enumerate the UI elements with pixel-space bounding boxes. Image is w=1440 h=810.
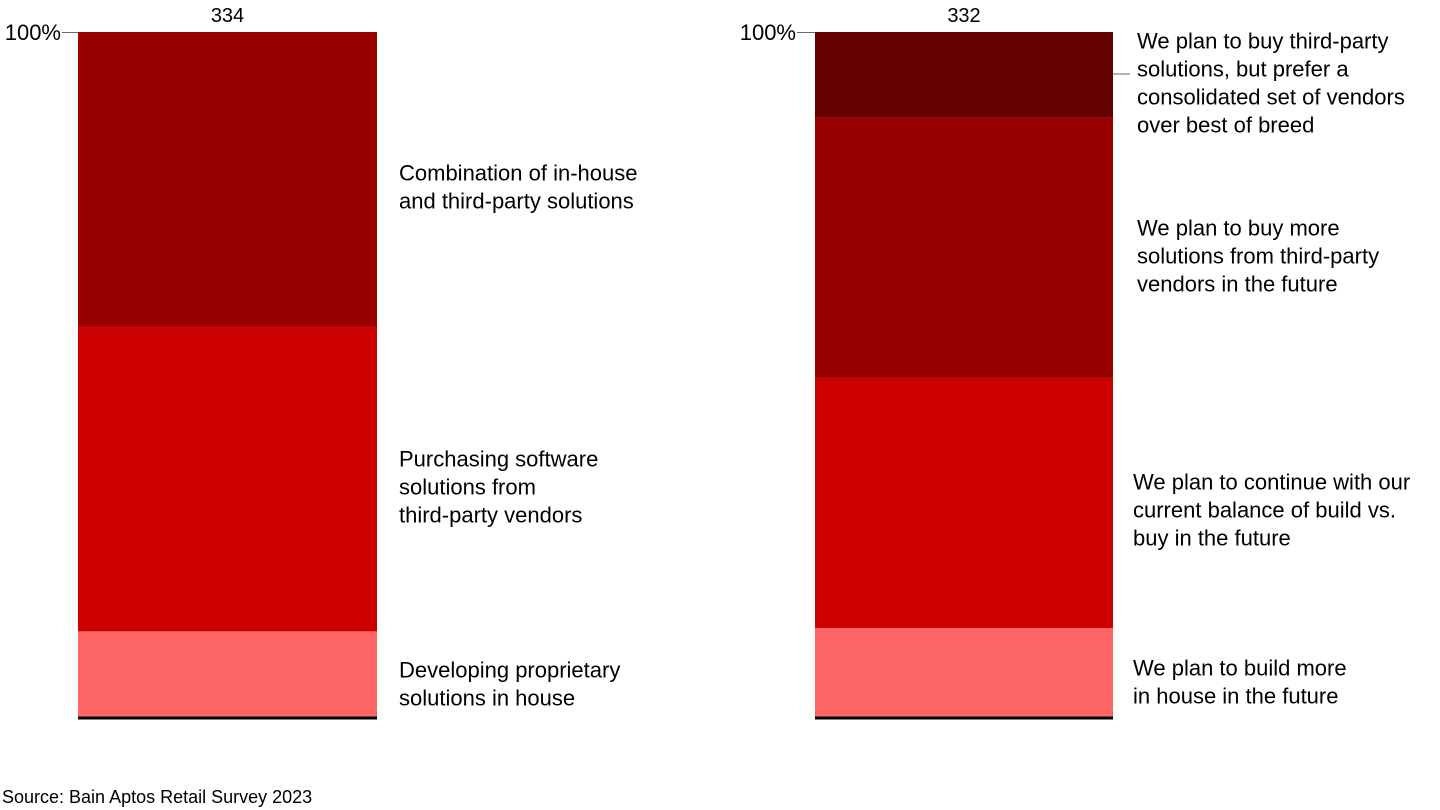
segment-label-line: We plan to buy more xyxy=(1137,216,1340,241)
segment-label-line: third-party vendors xyxy=(399,503,582,528)
segment-label: We plan to continue with our current bala… xyxy=(1133,470,1410,551)
total-label: 332 xyxy=(947,5,980,27)
bar-segment xyxy=(815,32,1113,118)
segment-label-line: vendors in the future xyxy=(1137,272,1338,297)
segment-label: We plan to build more in house in the fut… xyxy=(1133,656,1347,709)
segment-label-line: Combination of in-house xyxy=(399,161,637,186)
bar-segment xyxy=(78,326,377,632)
segment-label-line: solutions in house xyxy=(399,686,575,711)
segment-label-line: We plan to build more xyxy=(1133,656,1347,681)
segment-label-line: We plan to buy third-party xyxy=(1137,29,1389,54)
segment-label: We plan to buy more solutions from third-… xyxy=(1137,216,1379,297)
bar-segment xyxy=(78,631,377,718)
bar-segment xyxy=(78,32,377,327)
segment-label: Combination of in-house and third-party s… xyxy=(399,161,637,214)
stacked-bar-charts: 100% 334 Developing proprietary solutions i… xyxy=(5,5,1410,720)
source-note: Source: Bain Aptos Retail Survey 2023 xyxy=(2,787,313,807)
segment-label-line: in house in the future xyxy=(1133,684,1338,709)
chart-right: 100% 332 We plan to build more in house in … xyxy=(740,5,1410,720)
y-tick-label: 100% xyxy=(740,20,796,45)
segment-label-line: current balance of build vs. xyxy=(1133,498,1396,523)
segment-label-line: We plan to continue with our xyxy=(1133,470,1410,495)
bar-segment xyxy=(815,117,1113,378)
segment-label-line: over best of breed xyxy=(1137,113,1314,138)
segment-label-line: solutions from third-party xyxy=(1137,244,1379,269)
y-tick-label: 100% xyxy=(5,20,61,45)
segment-label-line: solutions, but prefer a xyxy=(1137,57,1349,82)
bar-segment xyxy=(815,377,1113,628)
segment-label-line: and third-party solutions xyxy=(399,189,634,214)
segment-label-line: buy in the future xyxy=(1133,526,1291,551)
segment-label-line: Purchasing software xyxy=(399,447,598,472)
chart-left: 100% 334 Developing proprietary solutions i… xyxy=(5,5,637,720)
segment-label-line: solutions from xyxy=(399,475,536,500)
segment-label-line: Developing proprietary xyxy=(399,658,620,683)
segment-label: Purchasing software solutions from third-p… xyxy=(399,447,598,528)
bar-segment xyxy=(815,627,1113,717)
segment-label: We plan to buy third-party solutions, but… xyxy=(1137,29,1405,138)
total-label: 334 xyxy=(211,5,244,27)
segment-label-line: consolidated set of vendors xyxy=(1137,85,1405,110)
segment-label: Developing proprietary solutions in house xyxy=(399,658,620,711)
